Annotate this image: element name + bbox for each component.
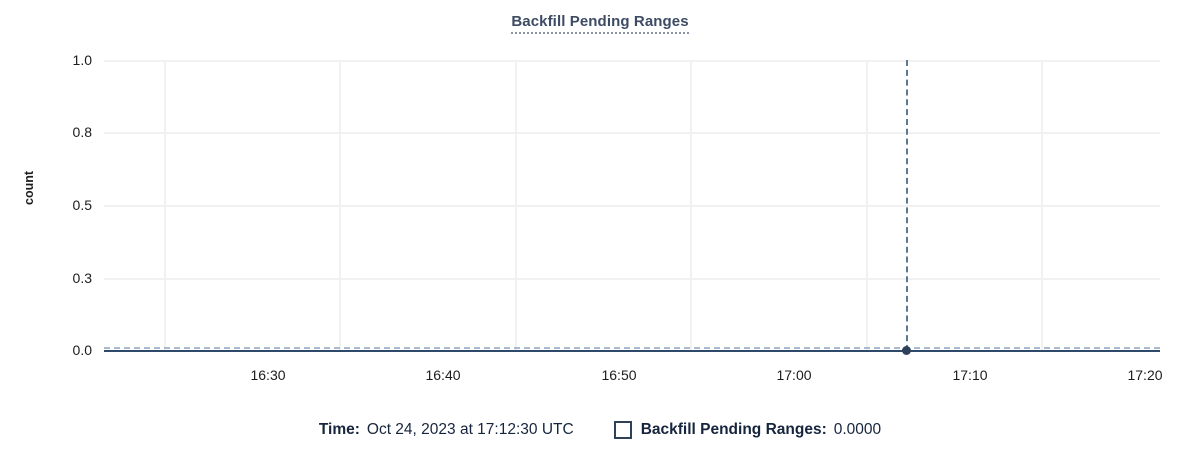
x-tick-label-5: 17:10 [952,367,988,383]
gridline-horizontal-3 [104,205,1160,207]
legend-swatch-icon[interactable] [613,421,632,439]
x-tick-label-2: 16:40 [425,367,461,383]
y-tick-label-5: 0.0 [72,342,92,358]
tooltip-time: Time: Oct 24, 2023 at 17:12:30 UTC [319,421,574,439]
tooltip-footer: Time: Oct 24, 2023 at 17:12:30 UTC Backf… [0,421,1200,439]
legend-series-label: Backfill Pending Ranges: [640,421,827,438]
gridline-vertical-5 [866,60,868,350]
gridline-vertical-1 [164,60,166,350]
gridline-horizontal-4 [104,278,1160,280]
x-tick-label-4: 17:00 [776,367,812,383]
gridline-vertical-3 [515,60,517,350]
x-tick-label-1: 16:30 [250,367,286,383]
x-tick-label-3: 16:50 [601,367,637,383]
gridline-vertical-2 [339,60,341,350]
legend-item-backfill-pending-ranges[interactable]: Backfill Pending Ranges: 0.0000 [613,421,882,439]
plot-area[interactable] [104,60,1160,350]
tooltip-time-value: Oct 24, 2023 at 17:12:30 UTC [366,421,574,438]
x-tick-label-6: 17:20 [1127,367,1163,383]
gridline-horizontal-2 [104,132,1160,134]
series-line-backfill-pending-ranges-dashed [104,347,1160,349]
chart-title-text: Backfill Pending Ranges [511,13,689,34]
gridline-vertical-4 [690,60,692,350]
y-tick-label-3: 0.5 [72,197,92,213]
gridline-vertical-6 [1041,60,1043,350]
y-tick-label-4: 0.3 [72,270,92,286]
y-tick-label-2: 0.8 [72,124,92,140]
crosshair-vertical-line [906,60,908,351]
series-line-backfill-pending-ranges [104,350,1160,352]
chart-title: Backfill Pending Ranges [0,13,1200,34]
gridline-horizontal-1 [104,60,1160,62]
y-tick-label-1: 1.0 [72,52,92,68]
legend-series-value: 0.0000 [833,421,882,438]
tooltip-time-label: Time: [318,421,360,438]
data-point-marker[interactable] [902,346,911,355]
